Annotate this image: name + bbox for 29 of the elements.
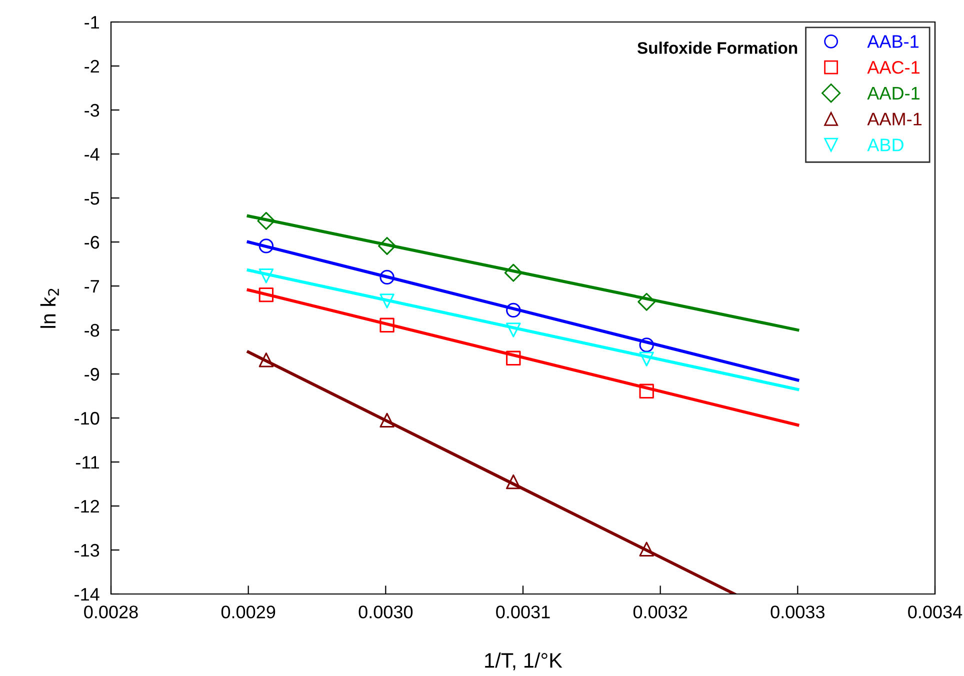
legend-title: Sulfoxide Formation — [637, 42, 798, 54]
y-tick-label: -2 — [84, 60, 99, 73]
y-tick-label: -10 — [74, 412, 100, 425]
x-tick-label: 0.0033 — [770, 606, 824, 618]
legend-label: AAM-1 — [867, 112, 922, 126]
y-tick-label: -1 — [84, 16, 100, 29]
y-tick-label: -12 — [74, 500, 99, 513]
y-tick-label: -7 — [84, 280, 99, 293]
x-tick-label: 0.0028 — [84, 606, 138, 618]
legend-label: ABD — [867, 138, 904, 152]
legend-label: AAD-1 — [867, 87, 920, 100]
legend-label: AAB-1 — [867, 35, 918, 48]
y-tick-label: -6 — [84, 236, 100, 249]
y-tick-label: -11 — [76, 456, 100, 469]
y-tick-label: -4 — [84, 148, 100, 161]
x-tick-label: 0.0032 — [633, 606, 688, 618]
y-tick-label: -8 — [84, 324, 100, 337]
y-axis-title: ln k$_{2}$ — [40, 288, 59, 328]
x-tick-label: 0.0034 — [908, 606, 962, 618]
y-tick-label: -14 — [74, 588, 100, 601]
y-tick-label: -5 — [84, 192, 100, 205]
x-tick-label: 0.0029 — [221, 606, 276, 618]
y-tick-label: -13 — [74, 544, 100, 557]
y-tick-label: -3 — [84, 104, 100, 117]
x-axis-title: 1/T, 1/°K — [485, 652, 562, 670]
legend-label: AAC-1 — [867, 60, 920, 74]
y-tick-label: -9 — [84, 368, 100, 381]
x-tick-label: 0.0030 — [358, 606, 413, 618]
x-tick-label: 0.0031 — [496, 606, 550, 618]
